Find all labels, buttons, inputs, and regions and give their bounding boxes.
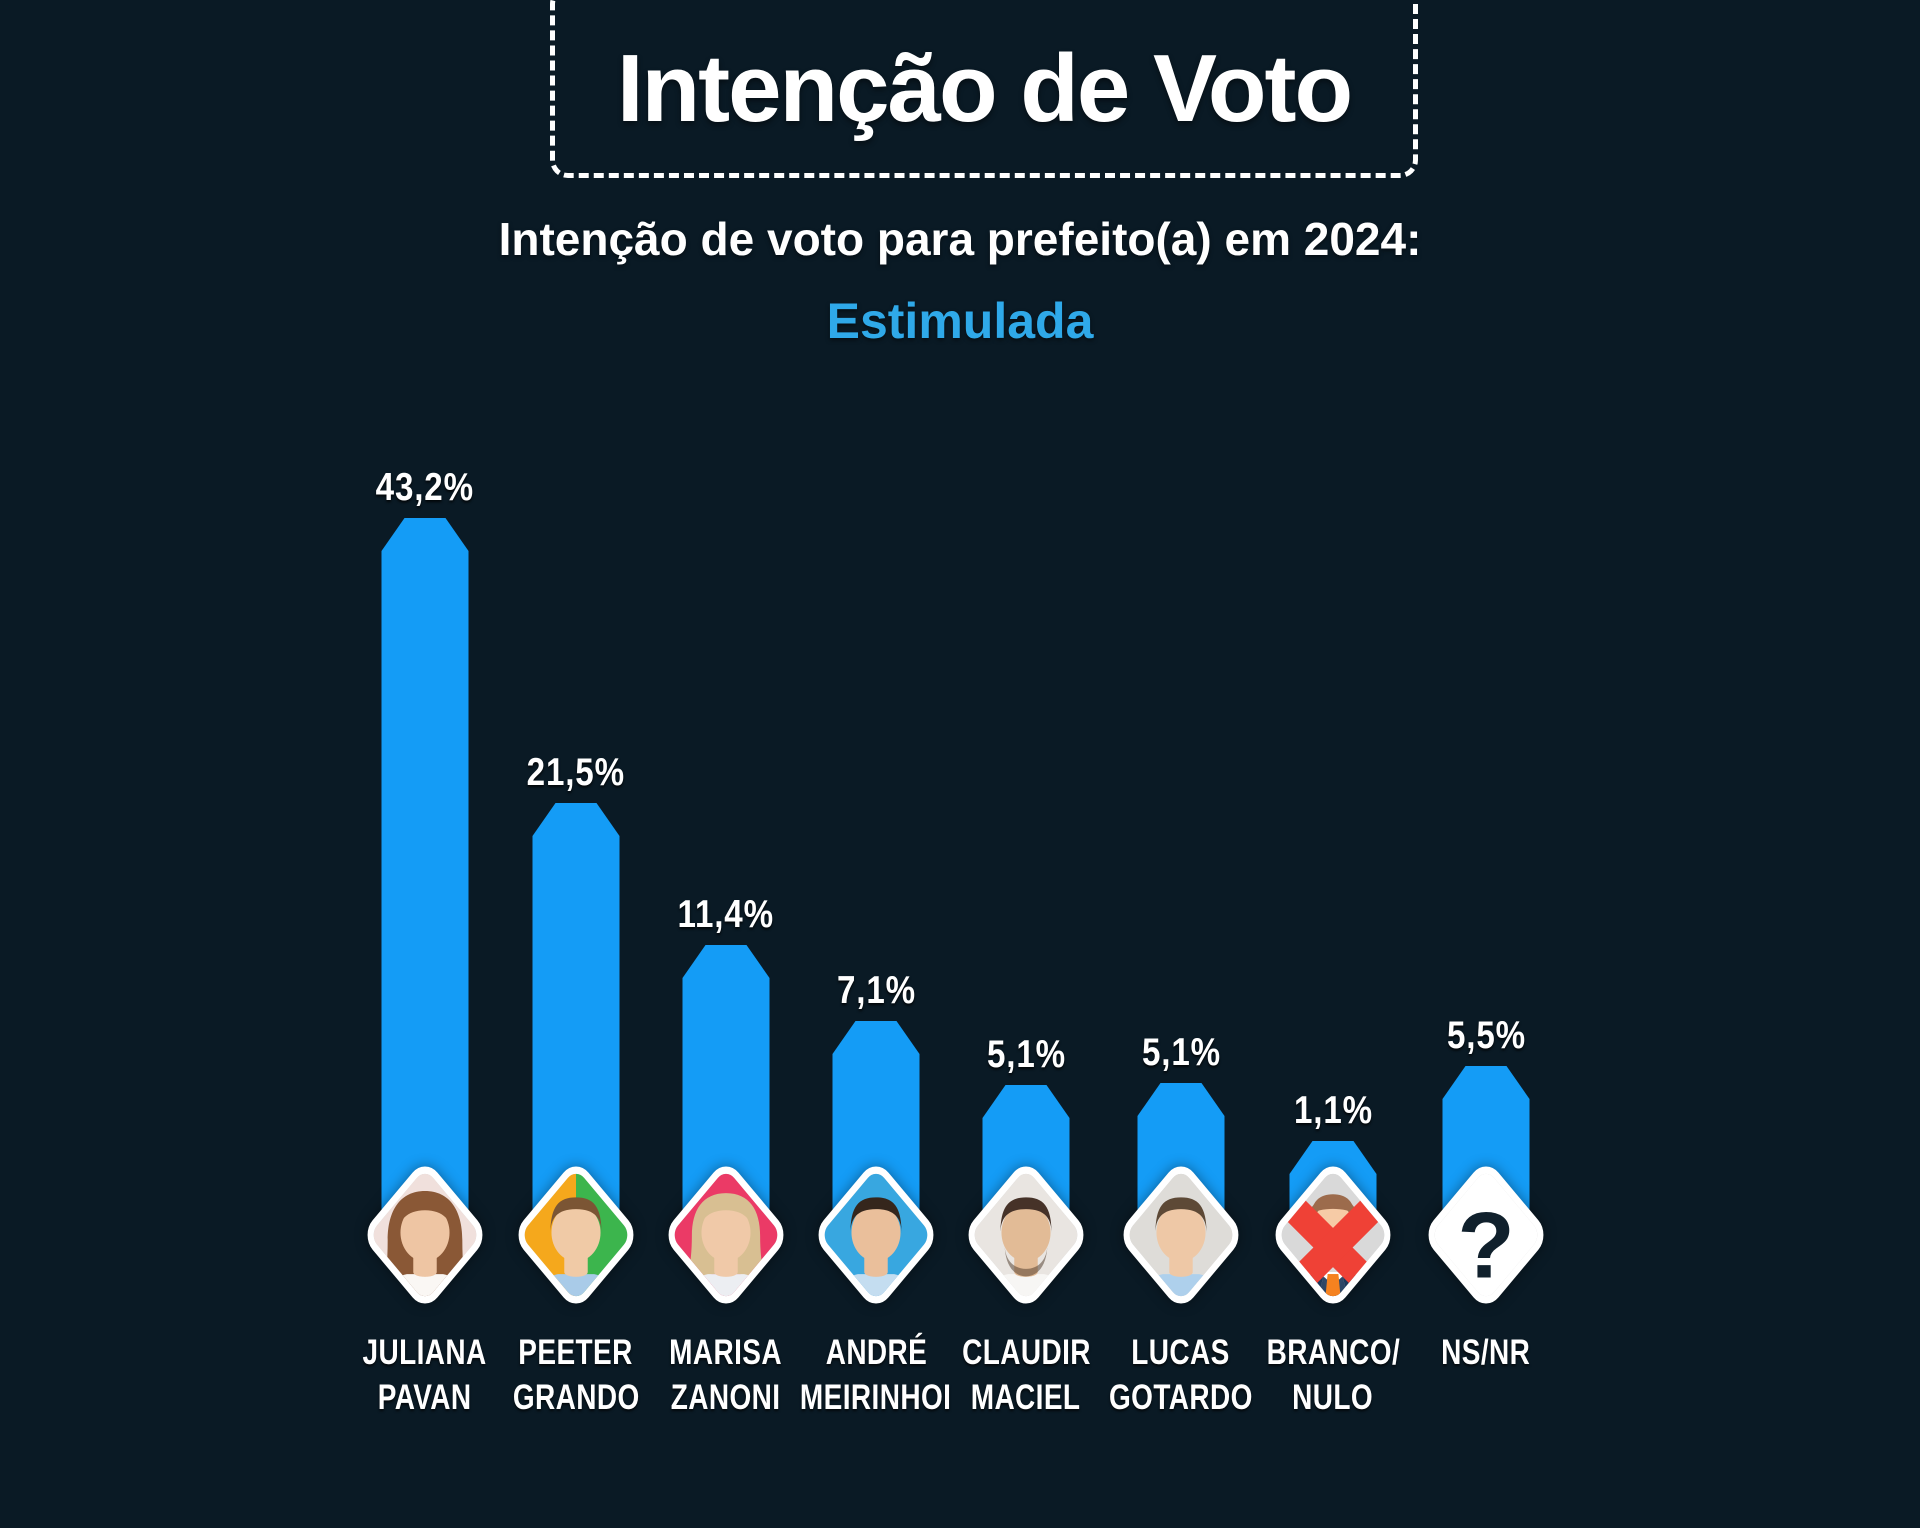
candidate-name-line: PAVAN [378, 1378, 472, 1417]
bar-group-juliana-pavan: 43,2% JULIANA PAVAN [349, 0, 501, 1528]
candidate-name: JULIANA PAVAN [325, 1330, 525, 1420]
candidate-photo [511, 1165, 641, 1313]
candidate-avatar [961, 1157, 1091, 1313]
candidate-photo [1268, 1165, 1398, 1313]
candidate-photo [961, 1165, 1091, 1313]
bar-group-peeter-grando: 21,5% PEETER GRANDO [500, 0, 652, 1528]
bar-group-andr-meirinhoi: 7,1% ANDRÉ MEIRINHOI [800, 0, 952, 1528]
subtitle: Intenção de voto para prefeito(a) em 202… [498, 213, 1422, 265]
bar-group-ns-nr: 5,5% ? NS/NR [1410, 0, 1562, 1528]
candidate-avatar [511, 1157, 641, 1313]
candidate-name-line: NULO [1292, 1378, 1374, 1417]
candidate-name-line: GRANDO [512, 1378, 640, 1417]
candidate-avatar [1268, 1157, 1398, 1313]
bar-value-label: 1,1% [1293, 1089, 1373, 1132]
candidate-name-line: PEETER [518, 1333, 634, 1372]
candidate-name: CLAUDIR MACIEL [926, 1330, 1126, 1420]
candidate-name-line: MACIEL [971, 1378, 1081, 1417]
candidate-name-line: MEIRINHOI [800, 1378, 952, 1417]
candidate-name-line: ZANONI [671, 1378, 781, 1417]
candidate-name: LUCAS GOTARDO [1081, 1330, 1281, 1420]
candidate-name-line: MARISA [669, 1333, 783, 1372]
candidate-avatar [661, 1157, 791, 1313]
bar-value-label: 5,5% [1446, 1014, 1526, 1057]
candidate-photo [661, 1165, 791, 1313]
candidate-name: MARISA ZANONI [626, 1330, 826, 1420]
candidate-name: NS/NR [1386, 1330, 1586, 1375]
page-title: Intenção de Voto [616, 35, 1353, 142]
candidate-photo [360, 1165, 490, 1313]
bar-value-label: 7,1% [836, 969, 916, 1012]
candidate-avatar [811, 1157, 941, 1313]
candidate-name-line: LUCAS [1131, 1333, 1231, 1372]
bar-value-label: 5,1% [1141, 1031, 1221, 1074]
candidate-name: PEETER GRANDO [476, 1330, 676, 1420]
svg-text:?: ? [1457, 1192, 1514, 1297]
candidate-name-line: CLAUDIR [961, 1333, 1091, 1372]
candidate-name-line: JULIANA [362, 1333, 488, 1372]
bar-value-label: 43,2% [375, 466, 475, 509]
candidate-name-line: ANDRÉ [825, 1333, 927, 1372]
candidate-name-line: NS/NR [1441, 1333, 1531, 1372]
candidate-avatar [1116, 1157, 1246, 1313]
bar [382, 518, 469, 1240]
candidate-name-line: GOTARDO [1109, 1378, 1253, 1417]
bar-group-branco-nulo: 1,1% BRANCO/NULO [1257, 0, 1409, 1528]
bar-value-label: 5,1% [986, 1033, 1066, 1076]
candidate-avatar: ? [1421, 1157, 1551, 1313]
candidate-name: BRANCO/NULO [1233, 1330, 1433, 1420]
candidate-photo: ? [1421, 1165, 1551, 1313]
candidate-name-line: BRANCO/ [1266, 1333, 1400, 1372]
bar-value-label: 21,5% [526, 751, 626, 794]
title-box: Intenção de Voto [550, 0, 1418, 178]
bar-group-claudir-maciel: 5,1% CLAUDIR MACIEL [950, 0, 1102, 1528]
candidate-name: ANDRÉ MEIRINHOI [776, 1330, 976, 1420]
bar-value-label: 11,4% [677, 893, 775, 936]
candidate-photo [1116, 1165, 1246, 1313]
bar-group-marisa-zanoni: 11,4% MARISA ZANONI [650, 0, 802, 1528]
candidate-avatar [360, 1157, 490, 1313]
candidate-photo [811, 1165, 941, 1313]
bar-group-lucas-gotardo: 5,1% LUCAS GOTARDO [1105, 0, 1257, 1528]
subtitle-highlight: Estimulada [826, 293, 1094, 349]
